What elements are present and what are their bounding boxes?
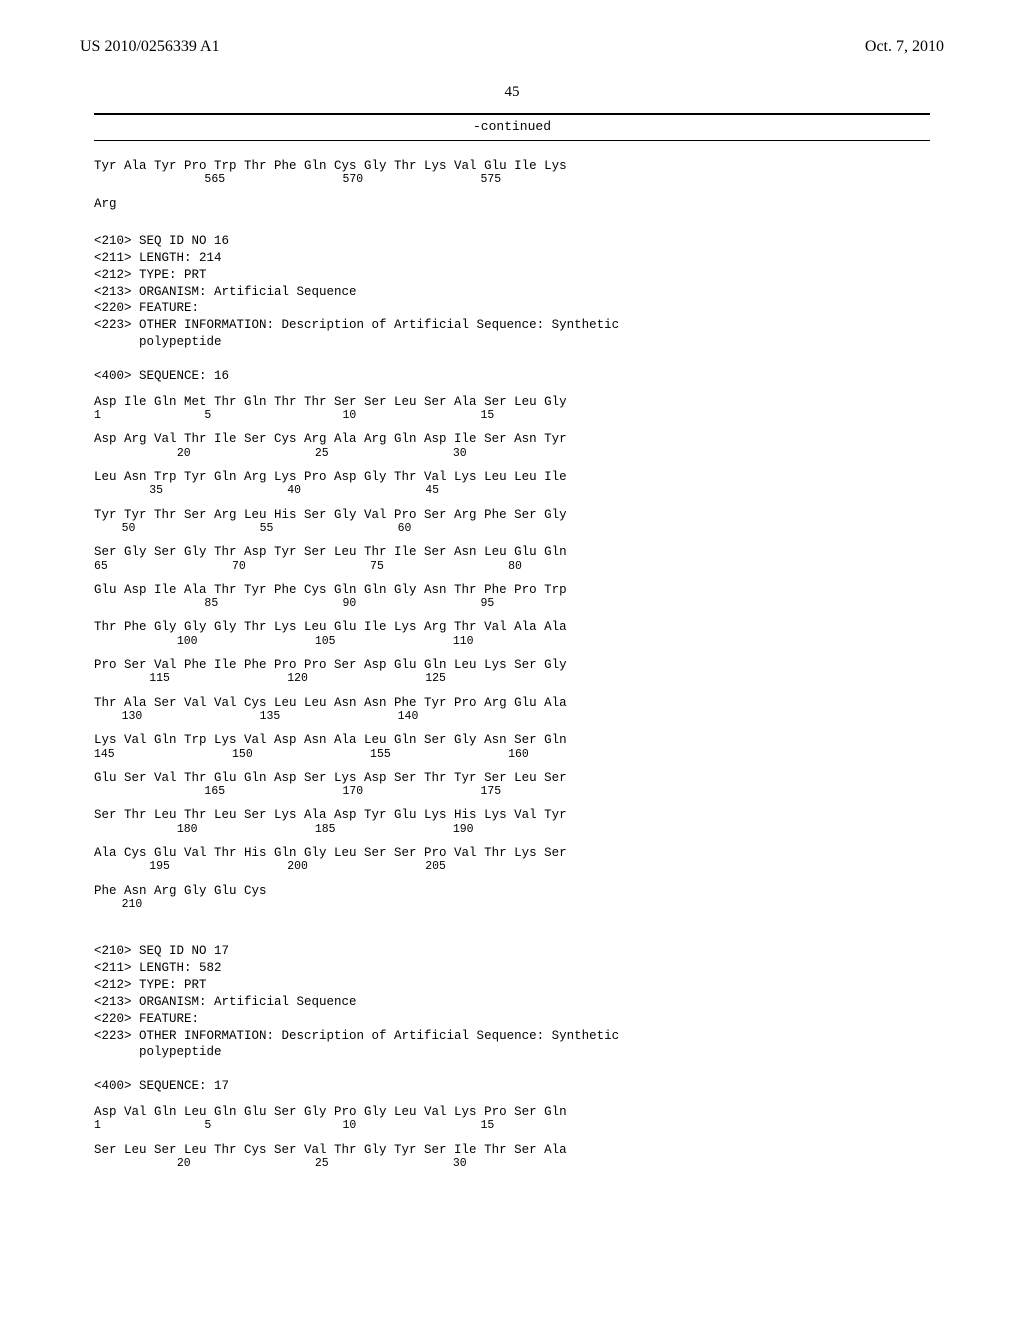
seq15-arg: Arg: [94, 197, 944, 211]
sequence-numbers: 35 40 45: [94, 484, 944, 497]
sequence-row: Thr Ala Ser Val Val Cys Leu Leu Asn Asn …: [94, 696, 944, 710]
sequence-numbers: 130 135 140: [94, 710, 944, 723]
sequence-row: Pro Ser Val Phe Ile Phe Pro Pro Ser Asp …: [94, 658, 944, 672]
page-number: 45: [80, 84, 944, 101]
sequence-numbers: 100 105 110: [94, 635, 944, 648]
continued-label: -continued: [94, 119, 930, 134]
sequence-numbers: 1 5 10 15: [94, 409, 944, 422]
sequence-row: Ser Gly Ser Gly Thr Asp Tyr Ser Leu Thr …: [94, 545, 944, 559]
sequence-row: Ser Leu Ser Leu Thr Cys Ser Val Thr Gly …: [94, 1143, 944, 1157]
page-container: US 2010/0256339 A1 Oct. 7, 2010 45 -cont…: [0, 0, 1024, 1320]
sequence-numbers: 145 150 155 160: [94, 748, 944, 761]
sequence-row: Glu Asp Ile Ala Thr Tyr Phe Cys Gln Gln …: [94, 583, 944, 597]
seq17-body: Asp Val Gln Leu Gln Glu Ser Gly Pro Gly …: [80, 1105, 944, 1170]
sequence-numbers: 210: [94, 898, 944, 911]
sequence-row: Asp Val Gln Leu Gln Glu Ser Gly Pro Gly …: [94, 1105, 944, 1119]
seq16-body: Asp Ile Gln Met Thr Gln Thr Thr Ser Ser …: [80, 395, 944, 911]
sequence-row: Thr Phe Gly Gly Gly Thr Lys Leu Glu Ile …: [94, 620, 944, 634]
sequence-numbers: 165 170 175: [94, 785, 944, 798]
publication-number: US 2010/0256339 A1: [80, 38, 220, 56]
sequence-numbers: 65 70 75 80: [94, 560, 944, 573]
seq16-header: <210> SEQ ID NO 16 <211> LENGTH: 214 <21…: [94, 233, 944, 385]
seq15-tail-row: Tyr Ala Tyr Pro Trp Thr Phe Gln Cys Gly …: [94, 159, 944, 173]
sequence-row: Asp Ile Gln Met Thr Gln Thr Thr Ser Ser …: [94, 395, 944, 409]
sequence-row: Ala Cys Glu Val Thr His Gln Gly Leu Ser …: [94, 846, 944, 860]
sequence-numbers: 195 200 205: [94, 860, 944, 873]
seq17-header: <210> SEQ ID NO 17 <211> LENGTH: 582 <21…: [94, 943, 944, 1095]
sequence-row: Leu Asn Trp Tyr Gln Arg Lys Pro Asp Gly …: [94, 470, 944, 484]
continued-rule: -continued: [94, 113, 930, 141]
seq15-tail-nums: 565 570 575: [94, 173, 944, 186]
sequence-row: Phe Asn Arg Gly Glu Cys: [94, 884, 944, 898]
page-header: US 2010/0256339 A1 Oct. 7, 2010: [80, 38, 944, 56]
sequence-numbers: 50 55 60: [94, 522, 944, 535]
sequence-numbers: 85 90 95: [94, 597, 944, 610]
sequence-row: Asp Arg Val Thr Ile Ser Cys Arg Ala Arg …: [94, 432, 944, 446]
sequence-numbers: 1 5 10 15: [94, 1119, 944, 1132]
sequence-numbers: 20 25 30: [94, 447, 944, 460]
sequence-numbers: 20 25 30: [94, 1157, 944, 1170]
sequence-row: Glu Ser Val Thr Glu Gln Asp Ser Lys Asp …: [94, 771, 944, 785]
sequence-row: Tyr Tyr Thr Ser Arg Leu His Ser Gly Val …: [94, 508, 944, 522]
publication-date: Oct. 7, 2010: [865, 38, 944, 56]
sequence-row: Ser Thr Leu Thr Leu Ser Lys Ala Asp Tyr …: [94, 808, 944, 822]
sequence-numbers: 115 120 125: [94, 672, 944, 685]
sequence-row: Lys Val Gln Trp Lys Val Asp Asn Ala Leu …: [94, 733, 944, 747]
sequence-numbers: 180 185 190: [94, 823, 944, 836]
